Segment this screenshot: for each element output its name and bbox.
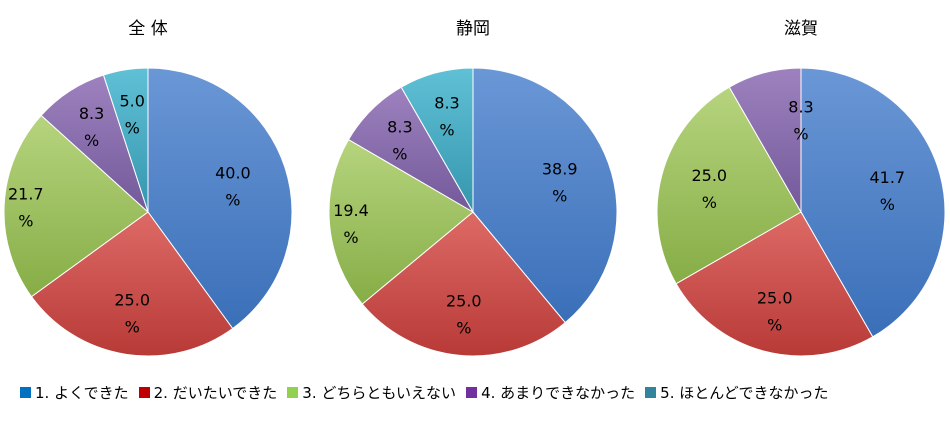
data-label: 25.0% xyxy=(114,291,150,337)
pie-title: 滋賀 xyxy=(784,19,818,39)
legend-label: 5. ほとんどできなかった xyxy=(660,383,829,402)
pie-slice xyxy=(102,67,149,213)
pie-slice xyxy=(472,67,618,324)
legend-item: 1. よくできた xyxy=(20,382,129,403)
data-label: 5.0% xyxy=(119,91,144,137)
data-label: 40.0% xyxy=(215,163,251,209)
legend-item: 3. どちらともいえない xyxy=(287,382,456,403)
data-label: 25.0% xyxy=(757,288,793,334)
legend-item: 2. だいたいできた xyxy=(138,382,278,403)
data-label: 8.3% xyxy=(788,97,813,143)
chart-legend: 1. よくできた 2. だいたいできた 3. どちらともいえない 4. あまりで… xyxy=(20,378,940,406)
legend-swatch xyxy=(287,386,299,398)
legend-label: 1. よくできた xyxy=(35,383,129,402)
data-label: 25.0% xyxy=(691,166,727,212)
pie-slice xyxy=(328,138,474,305)
data-label: 8.3% xyxy=(434,94,459,140)
pie-slice xyxy=(30,211,234,357)
legend-label: 3. どちらともいえない xyxy=(302,383,457,402)
pie-slice xyxy=(400,67,474,214)
legend-label: 2. だいたいできた xyxy=(153,383,278,402)
pie-slice xyxy=(656,86,802,285)
data-label: 21.7% xyxy=(8,185,44,231)
pie-slice xyxy=(728,67,802,214)
pie-slice xyxy=(800,67,946,338)
pie-title: 静岡 xyxy=(456,19,490,39)
legend-item: 4. あまりできなかった xyxy=(466,382,635,403)
data-label: 8.3% xyxy=(387,118,412,164)
legend-swatch xyxy=(466,386,478,398)
pie-chart: 静岡 38.9 % 25.0 % 19.4 % 8.3 % 8.3% xyxy=(328,19,618,357)
pie-chart: 全 体 40.0 % 25.0 % 21.7 % 8.3 % 5.0% xyxy=(3,19,293,357)
pie-chart: 滋賀 41.7 % 25.0 % 25.0 % 8.3% xyxy=(656,19,946,357)
pie-slice xyxy=(3,114,149,298)
pie-slice xyxy=(147,67,293,330)
legend-item: 5. ほとんどできなかった xyxy=(645,382,829,403)
data-label: 19.4% xyxy=(333,201,369,247)
legend-label: 4. あまりできなかった xyxy=(481,383,636,402)
legend-swatch xyxy=(645,386,657,398)
pie-title: 全 体 xyxy=(128,19,167,39)
pie-slice xyxy=(361,211,566,357)
legend-swatch xyxy=(138,386,150,398)
data-label: 41.7% xyxy=(869,168,905,214)
legend-swatch xyxy=(20,386,31,398)
data-label: 8.3% xyxy=(79,104,104,150)
data-label: 25.0% xyxy=(446,291,482,337)
pie-slice xyxy=(675,211,874,357)
data-label: 38.9% xyxy=(542,160,578,206)
